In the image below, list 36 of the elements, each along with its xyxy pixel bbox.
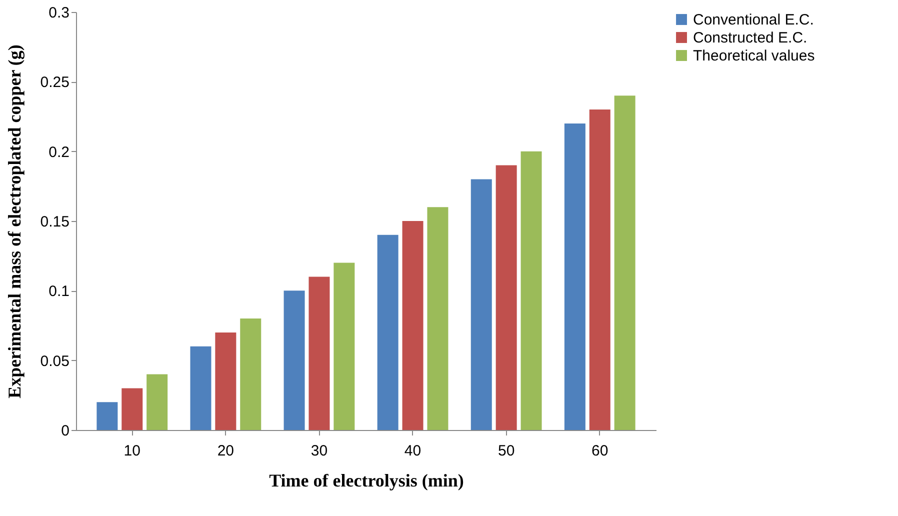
y-tick-label: 0.3 <box>48 4 70 22</box>
bar <box>122 388 143 430</box>
bar <box>496 165 517 430</box>
bar <box>520 151 542 430</box>
y-tick-label: 0.15 <box>40 214 70 230</box>
bar <box>589 110 610 430</box>
y-axis-title: Experimental mass of electroplated copper (g) <box>4 44 24 398</box>
bar <box>215 332 236 430</box>
bar <box>284 290 305 430</box>
x-tick-label: 50 <box>498 442 515 460</box>
y-tick-label: 0.1 <box>48 283 70 300</box>
y-tick-label: 0 <box>61 422 70 440</box>
x-axis-title: Time of electrolysis (min) <box>269 470 464 490</box>
bar <box>334 262 355 430</box>
y-tick-label: 0.05 <box>40 352 70 370</box>
bar <box>240 318 262 430</box>
bar <box>614 96 636 430</box>
bar <box>190 346 212 430</box>
x-tick-label: 10 <box>124 442 140 460</box>
bar <box>427 207 448 430</box>
x-tick-label: 30 <box>310 442 328 460</box>
x-tick-label: 60 <box>592 442 608 460</box>
legend-label: Conventional E.C. <box>693 12 814 28</box>
bar <box>470 179 492 430</box>
bar <box>564 123 586 430</box>
bar <box>402 221 424 430</box>
legend-label: Theoretical values <box>693 48 815 64</box>
bar <box>96 402 118 430</box>
bar <box>377 234 398 430</box>
bar <box>146 374 168 430</box>
y-tick-label: 0.25 <box>40 74 70 92</box>
x-tick-label: 40 <box>404 442 422 460</box>
legend-label: Constructed E.C. <box>693 30 808 46</box>
x-tick-label: 20 <box>217 442 234 460</box>
bar <box>308 276 330 430</box>
y-tick-label: 0.2 <box>48 144 70 161</box>
